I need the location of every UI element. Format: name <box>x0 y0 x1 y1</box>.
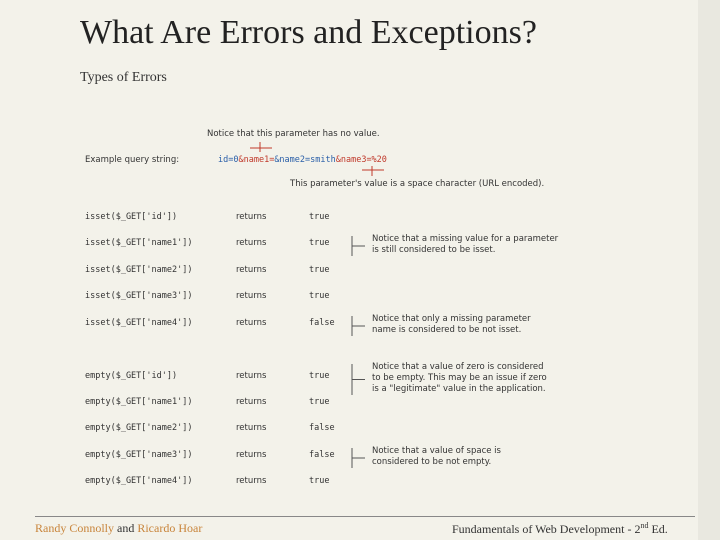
query-part: &name3=%20 <box>335 155 387 165</box>
edition: Ed. <box>651 522 668 536</box>
author: Ricardo Hoar <box>137 521 203 535</box>
footer-authors: Randy Connolly and Ricardo Hoar <box>35 521 202 536</box>
sup: nd <box>640 521 649 530</box>
and: and <box>117 521 135 535</box>
result: true <box>309 291 330 301</box>
annotation-line: to be empty. This may be an issue if zer… <box>372 373 547 383</box>
annotation-line: Notice that a value of space is <box>372 446 501 456</box>
footer-book: Fundamentals of Web Development - 2nd Ed… <box>452 521 668 537</box>
code-call: isset($_GET['name4']) <box>85 318 193 328</box>
bracket <box>351 448 365 468</box>
annotation-line: name is considered to be not isset. <box>372 325 522 335</box>
bottom-note: This parameter's value is a space charac… <box>290 179 545 189</box>
query-part: &name1= <box>238 155 275 165</box>
returns: returns <box>236 371 267 381</box>
result: true <box>309 397 330 407</box>
annotation-line: Notice that a missing value for a parame… <box>372 234 559 244</box>
code-call: empty($_GET['name3']) <box>85 450 193 460</box>
bracket <box>351 236 365 256</box>
book: Fundamentals of Web Development - 2 <box>452 522 641 536</box>
code-call: isset($_GET['name1']) <box>85 238 193 248</box>
annotation-line: Notice that a value of zero is considere… <box>372 362 544 372</box>
query-string: id=0&name1=&name2=smith&name3=%20 <box>218 155 387 165</box>
annotation-line: is still considered to be isset. <box>372 245 496 255</box>
footer-rule <box>35 516 695 517</box>
annotation-line: Notice that only a missing parameter <box>372 314 531 324</box>
query-part: &name2=smith <box>274 155 336 165</box>
result: true <box>309 476 330 486</box>
result: true <box>309 265 330 275</box>
query-label: Example query string: <box>85 155 180 165</box>
returns: returns <box>236 450 267 460</box>
result: true <box>309 212 330 222</box>
returns: returns <box>236 212 267 222</box>
result: false <box>309 423 335 433</box>
returns: returns <box>236 265 267 275</box>
code-call: empty($_GET['name1']) <box>85 397 193 407</box>
side-stripe <box>698 0 720 540</box>
code-call: isset($_GET['id']) <box>85 212 178 222</box>
returns: returns <box>236 318 267 328</box>
result: false <box>309 318 335 328</box>
code-call: isset($_GET['name3']) <box>85 291 193 301</box>
subtitle: Types of Errors <box>80 70 167 85</box>
returns: returns <box>236 476 267 486</box>
bracket <box>351 316 365 336</box>
returns: returns <box>236 291 267 301</box>
bracket <box>351 364 365 395</box>
author: Randy Connolly <box>35 521 115 535</box>
query-part: id=0 <box>218 155 239 165</box>
top-note: Notice that this parameter has no value. <box>207 129 380 139</box>
annotation-line: is a "legitimate" value in the applicati… <box>372 384 546 394</box>
result: true <box>309 238 330 248</box>
code-call: empty($_GET['name4']) <box>85 476 193 486</box>
result: true <box>309 371 330 381</box>
returns: returns <box>236 397 267 407</box>
code-call: empty($_GET['id']) <box>85 371 178 381</box>
code-call: empty($_GET['name2']) <box>85 423 193 433</box>
result: false <box>309 450 335 460</box>
slide-title: What Are Errors and Exceptions? <box>80 14 537 51</box>
code-call: isset($_GET['name2']) <box>85 265 193 275</box>
returns: returns <box>236 238 267 248</box>
annotation-line: considered to be not empty. <box>372 457 492 467</box>
returns: returns <box>236 423 267 433</box>
